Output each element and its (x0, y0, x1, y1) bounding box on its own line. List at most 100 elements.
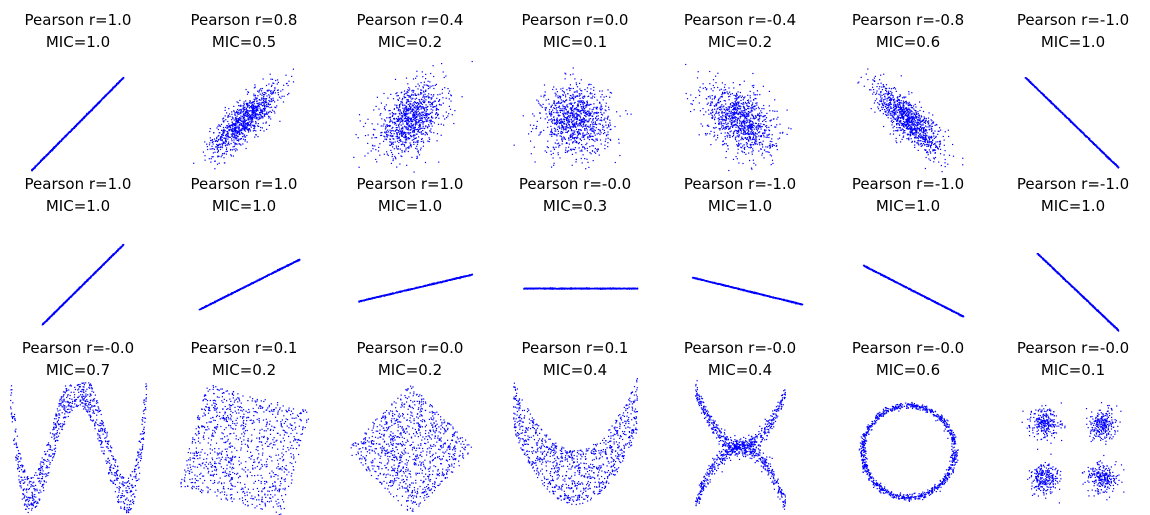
scatter-point (246, 119, 248, 121)
scatter-point (226, 112, 228, 114)
scatter-point (592, 121, 594, 123)
scatter-point (243, 110, 245, 112)
scatter-point (233, 133, 235, 135)
scatter-point (550, 130, 553, 132)
scatter-point (569, 117, 571, 119)
scatter-point (596, 138, 598, 140)
scatter-point (583, 120, 585, 122)
scatter-point (536, 99, 538, 101)
scatter-point (410, 144, 412, 146)
scatter-point (391, 151, 393, 154)
scatter-point (383, 123, 385, 125)
scatter-point (218, 138, 220, 141)
scatter-point (223, 130, 225, 132)
scatter-point (564, 126, 566, 128)
scatter-point (247, 128, 249, 130)
scatter-point (242, 128, 244, 130)
scatter-point (381, 134, 383, 136)
scatter-point (221, 136, 223, 138)
scatter-point (218, 124, 220, 126)
scatter-point (103, 96, 105, 98)
scatter-point (582, 102, 584, 104)
scatter-point (563, 112, 565, 114)
scatter-point (772, 162, 774, 164)
scatter-point (80, 120, 82, 122)
scatter-point (589, 115, 591, 117)
scatter-point (380, 113, 382, 115)
scatter-point (225, 149, 227, 151)
scatter-point (543, 84, 546, 86)
scatter-point (216, 146, 218, 148)
scatter-point (750, 139, 752, 141)
scatter-point (445, 75, 447, 77)
scatter-point (573, 107, 576, 110)
scatter-point (390, 143, 393, 145)
scatter-point (386, 153, 388, 155)
scatter-point (730, 115, 732, 117)
scatter-point (228, 141, 230, 143)
scatter-point (579, 150, 581, 152)
scatter-point (769, 143, 771, 145)
scatter-point (566, 127, 568, 129)
scatter-point (576, 137, 578, 139)
scatter-point (212, 141, 214, 143)
scatter-point (580, 104, 582, 106)
scatter-point (610, 139, 612, 141)
scatter-point (751, 128, 753, 130)
scatter-point (596, 150, 598, 152)
scatter-point (748, 134, 750, 136)
scatter-point (593, 89, 595, 91)
scatter-point (748, 102, 750, 104)
scatter-point (237, 140, 240, 142)
scatter-point (568, 87, 570, 89)
scatter-point (549, 119, 551, 121)
scatter-point (607, 118, 609, 120)
scatter-point (394, 130, 396, 132)
scatter-point (379, 154, 381, 156)
scatter-point (232, 132, 234, 134)
scatter-point (243, 115, 245, 117)
scatter-point (535, 127, 537, 129)
scatter-point (698, 102, 700, 104)
scatter-point (741, 126, 743, 128)
scatter-point (415, 141, 417, 143)
scatter-point (761, 154, 763, 156)
scatter-point (96, 103, 98, 105)
scatter-point (552, 122, 554, 124)
scatter-point (746, 103, 748, 105)
scatter-point (406, 137, 408, 139)
scatter-point (228, 126, 230, 128)
scatter-point (244, 106, 246, 108)
scatter-point (275, 107, 277, 109)
scatter-point (411, 94, 413, 96)
scatter-point (454, 110, 456, 112)
scatter-point (252, 112, 254, 114)
scatter-point (216, 144, 219, 147)
scatter-point (569, 108, 571, 110)
scatter-point (404, 132, 406, 134)
scatter-point (268, 94, 270, 96)
scatter-point (756, 104, 758, 106)
scatter-point (753, 108, 755, 110)
scatter-point (550, 114, 552, 116)
scatter-point (405, 112, 407, 114)
scatter-point (34, 166, 36, 168)
scatter-point (423, 142, 425, 144)
scatter-point (577, 134, 580, 136)
scatter-point (389, 118, 391, 120)
scatter-point (563, 90, 565, 93)
scatter-point (728, 110, 730, 112)
scatter-point (576, 123, 578, 125)
scatter-point (416, 140, 418, 142)
scatter-point (118, 82, 120, 84)
scatter-point (579, 93, 581, 95)
scatter-point (230, 133, 232, 135)
scatter-point (752, 86, 755, 88)
scatter-point (422, 100, 424, 102)
scatter-point (236, 101, 238, 103)
scatter-point (576, 110, 578, 112)
scatter-point (379, 114, 381, 116)
scatter-point (578, 102, 580, 104)
scatter-point (238, 113, 240, 115)
scatter-point (571, 125, 573, 128)
